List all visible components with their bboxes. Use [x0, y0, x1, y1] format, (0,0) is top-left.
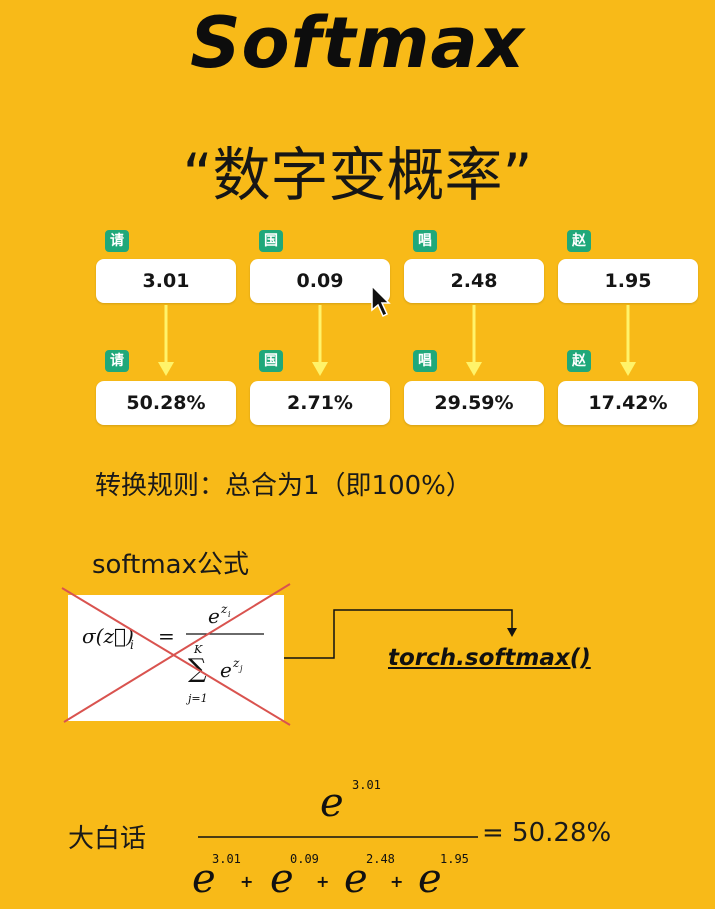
formula-num-exp-sub: i: [228, 610, 231, 619]
score-box-2: 0.09: [250, 259, 390, 303]
formula-sum-bottom: j=1: [185, 692, 208, 705]
denominator-term-1: e: [192, 856, 216, 902]
denominator-exp-1: 3.01: [212, 852, 241, 866]
formula-sum-top: K: [193, 643, 203, 656]
plus-sign-2: +: [316, 872, 330, 891]
formula-den-exp: z: [232, 656, 240, 670]
score-box-3: 2.48: [404, 259, 544, 303]
page-title: Softmax: [190, 2, 525, 84]
denominator-exp-4: 1.95: [440, 852, 469, 866]
page-subtitle: “数字变概率”: [182, 141, 533, 209]
formula-equals: =: [158, 624, 175, 648]
formula-num-base: e: [208, 604, 220, 628]
numerator-base: e: [320, 780, 344, 826]
formula-lhs: σ(z⃗): [82, 624, 134, 648]
formula-num-exp: z: [220, 602, 228, 616]
token-tag-3b: 唱: [413, 350, 437, 372]
plain-language-label: 大白话: [68, 824, 147, 854]
plus-sign-3: +: [390, 872, 404, 891]
score-box-4: 1.95: [558, 259, 698, 303]
denominator-exp-2: 0.09: [290, 852, 319, 866]
torch-softmax-label: torch.softmax(): [388, 645, 591, 671]
token-tag-2b: 国: [259, 350, 283, 372]
denominator-term-3: e: [344, 856, 368, 902]
token-tag-4: 赵: [567, 230, 591, 252]
formula-lhs-sub: i: [130, 638, 134, 652]
token-tag-4b: 赵: [567, 350, 591, 372]
rule-text: 转换规则：总合为1（即100%）: [95, 471, 472, 501]
formula-den-exp-sub: j: [238, 664, 243, 673]
denominator-exp-3: 2.48: [366, 852, 395, 866]
softmax-formula-image: σ(z⃗) i = e z i K ∑ j=1 e z j: [61, 583, 291, 726]
prob-box-3: 29.59%: [404, 381, 544, 425]
token-tag-1b: 请: [105, 350, 129, 372]
token-tag-1: 请: [105, 230, 129, 252]
prob-box-4: 17.42%: [558, 381, 698, 425]
prob-box-2: 2.71%: [250, 381, 390, 425]
plus-sign-1: +: [240, 872, 254, 891]
token-tag-3: 唱: [413, 230, 437, 252]
result-value: = 50.28%: [482, 818, 612, 848]
cross-out-mark: [61, 583, 291, 726]
formula-label: softmax公式: [92, 550, 249, 580]
numerator-exponent: 3.01: [352, 778, 381, 792]
denominator-term-2: e: [270, 856, 294, 902]
score-box-1: 3.01: [96, 259, 236, 303]
prob-box-1: 50.28%: [96, 381, 236, 425]
formula-den-base: e: [220, 658, 232, 682]
token-tag-2: 国: [259, 230, 283, 252]
denominator-term-4: e: [418, 856, 442, 902]
